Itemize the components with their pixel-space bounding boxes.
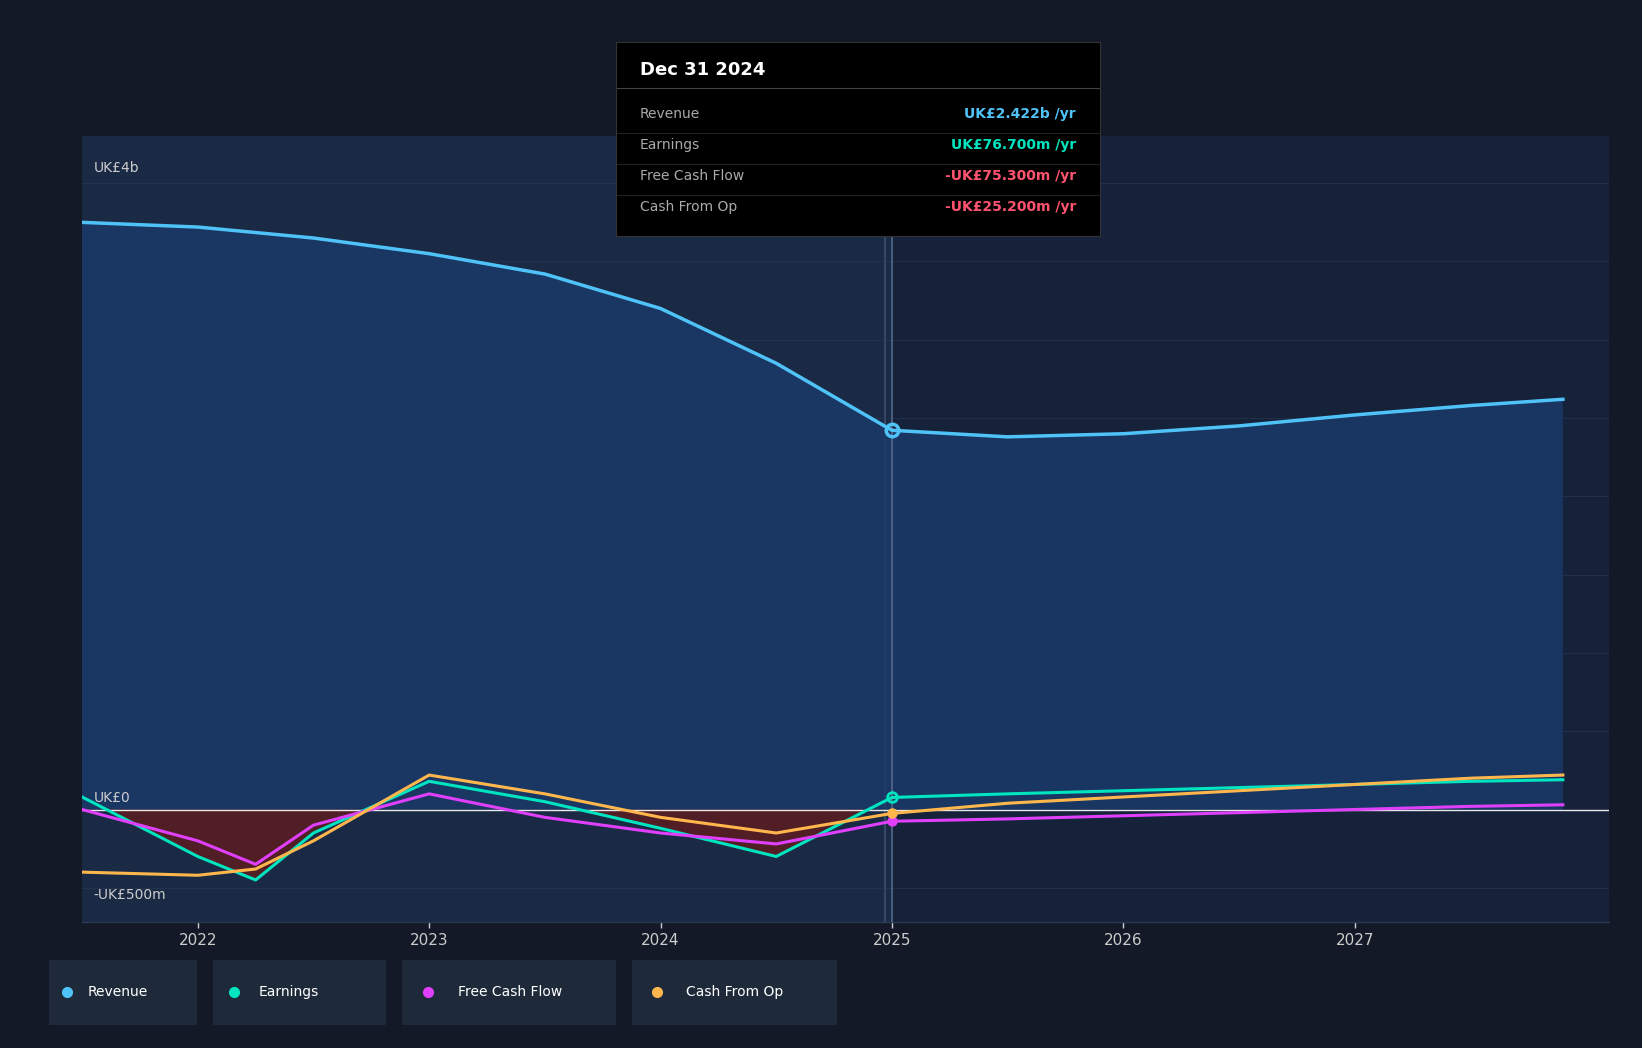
Text: Past: Past xyxy=(841,155,874,170)
Text: Cash From Op: Cash From Op xyxy=(640,200,737,214)
Text: Analysts Forecasts: Analysts Forecasts xyxy=(910,155,1053,170)
Text: UK£4b: UK£4b xyxy=(94,161,140,175)
Text: Revenue: Revenue xyxy=(640,107,699,121)
Text: UK£76.700m /yr: UK£76.700m /yr xyxy=(951,137,1076,152)
Text: Earnings: Earnings xyxy=(640,137,699,152)
Text: Free Cash Flow: Free Cash Flow xyxy=(640,169,744,182)
Text: -UK£500m: -UK£500m xyxy=(94,888,166,901)
Text: UK£0: UK£0 xyxy=(94,791,130,805)
Text: Earnings: Earnings xyxy=(258,985,319,1000)
Text: Dec 31 2024: Dec 31 2024 xyxy=(640,61,765,80)
Bar xyxy=(892,136,1609,922)
Text: -UK£25.200m /yr: -UK£25.200m /yr xyxy=(944,200,1076,214)
Text: Cash From Op: Cash From Op xyxy=(686,985,783,1000)
Text: Revenue: Revenue xyxy=(87,985,148,1000)
Text: -UK£75.300m /yr: -UK£75.300m /yr xyxy=(944,169,1076,182)
Text: UK£2.422b /yr: UK£2.422b /yr xyxy=(964,107,1076,121)
Bar xyxy=(82,136,892,922)
Text: Free Cash Flow: Free Cash Flow xyxy=(458,985,562,1000)
